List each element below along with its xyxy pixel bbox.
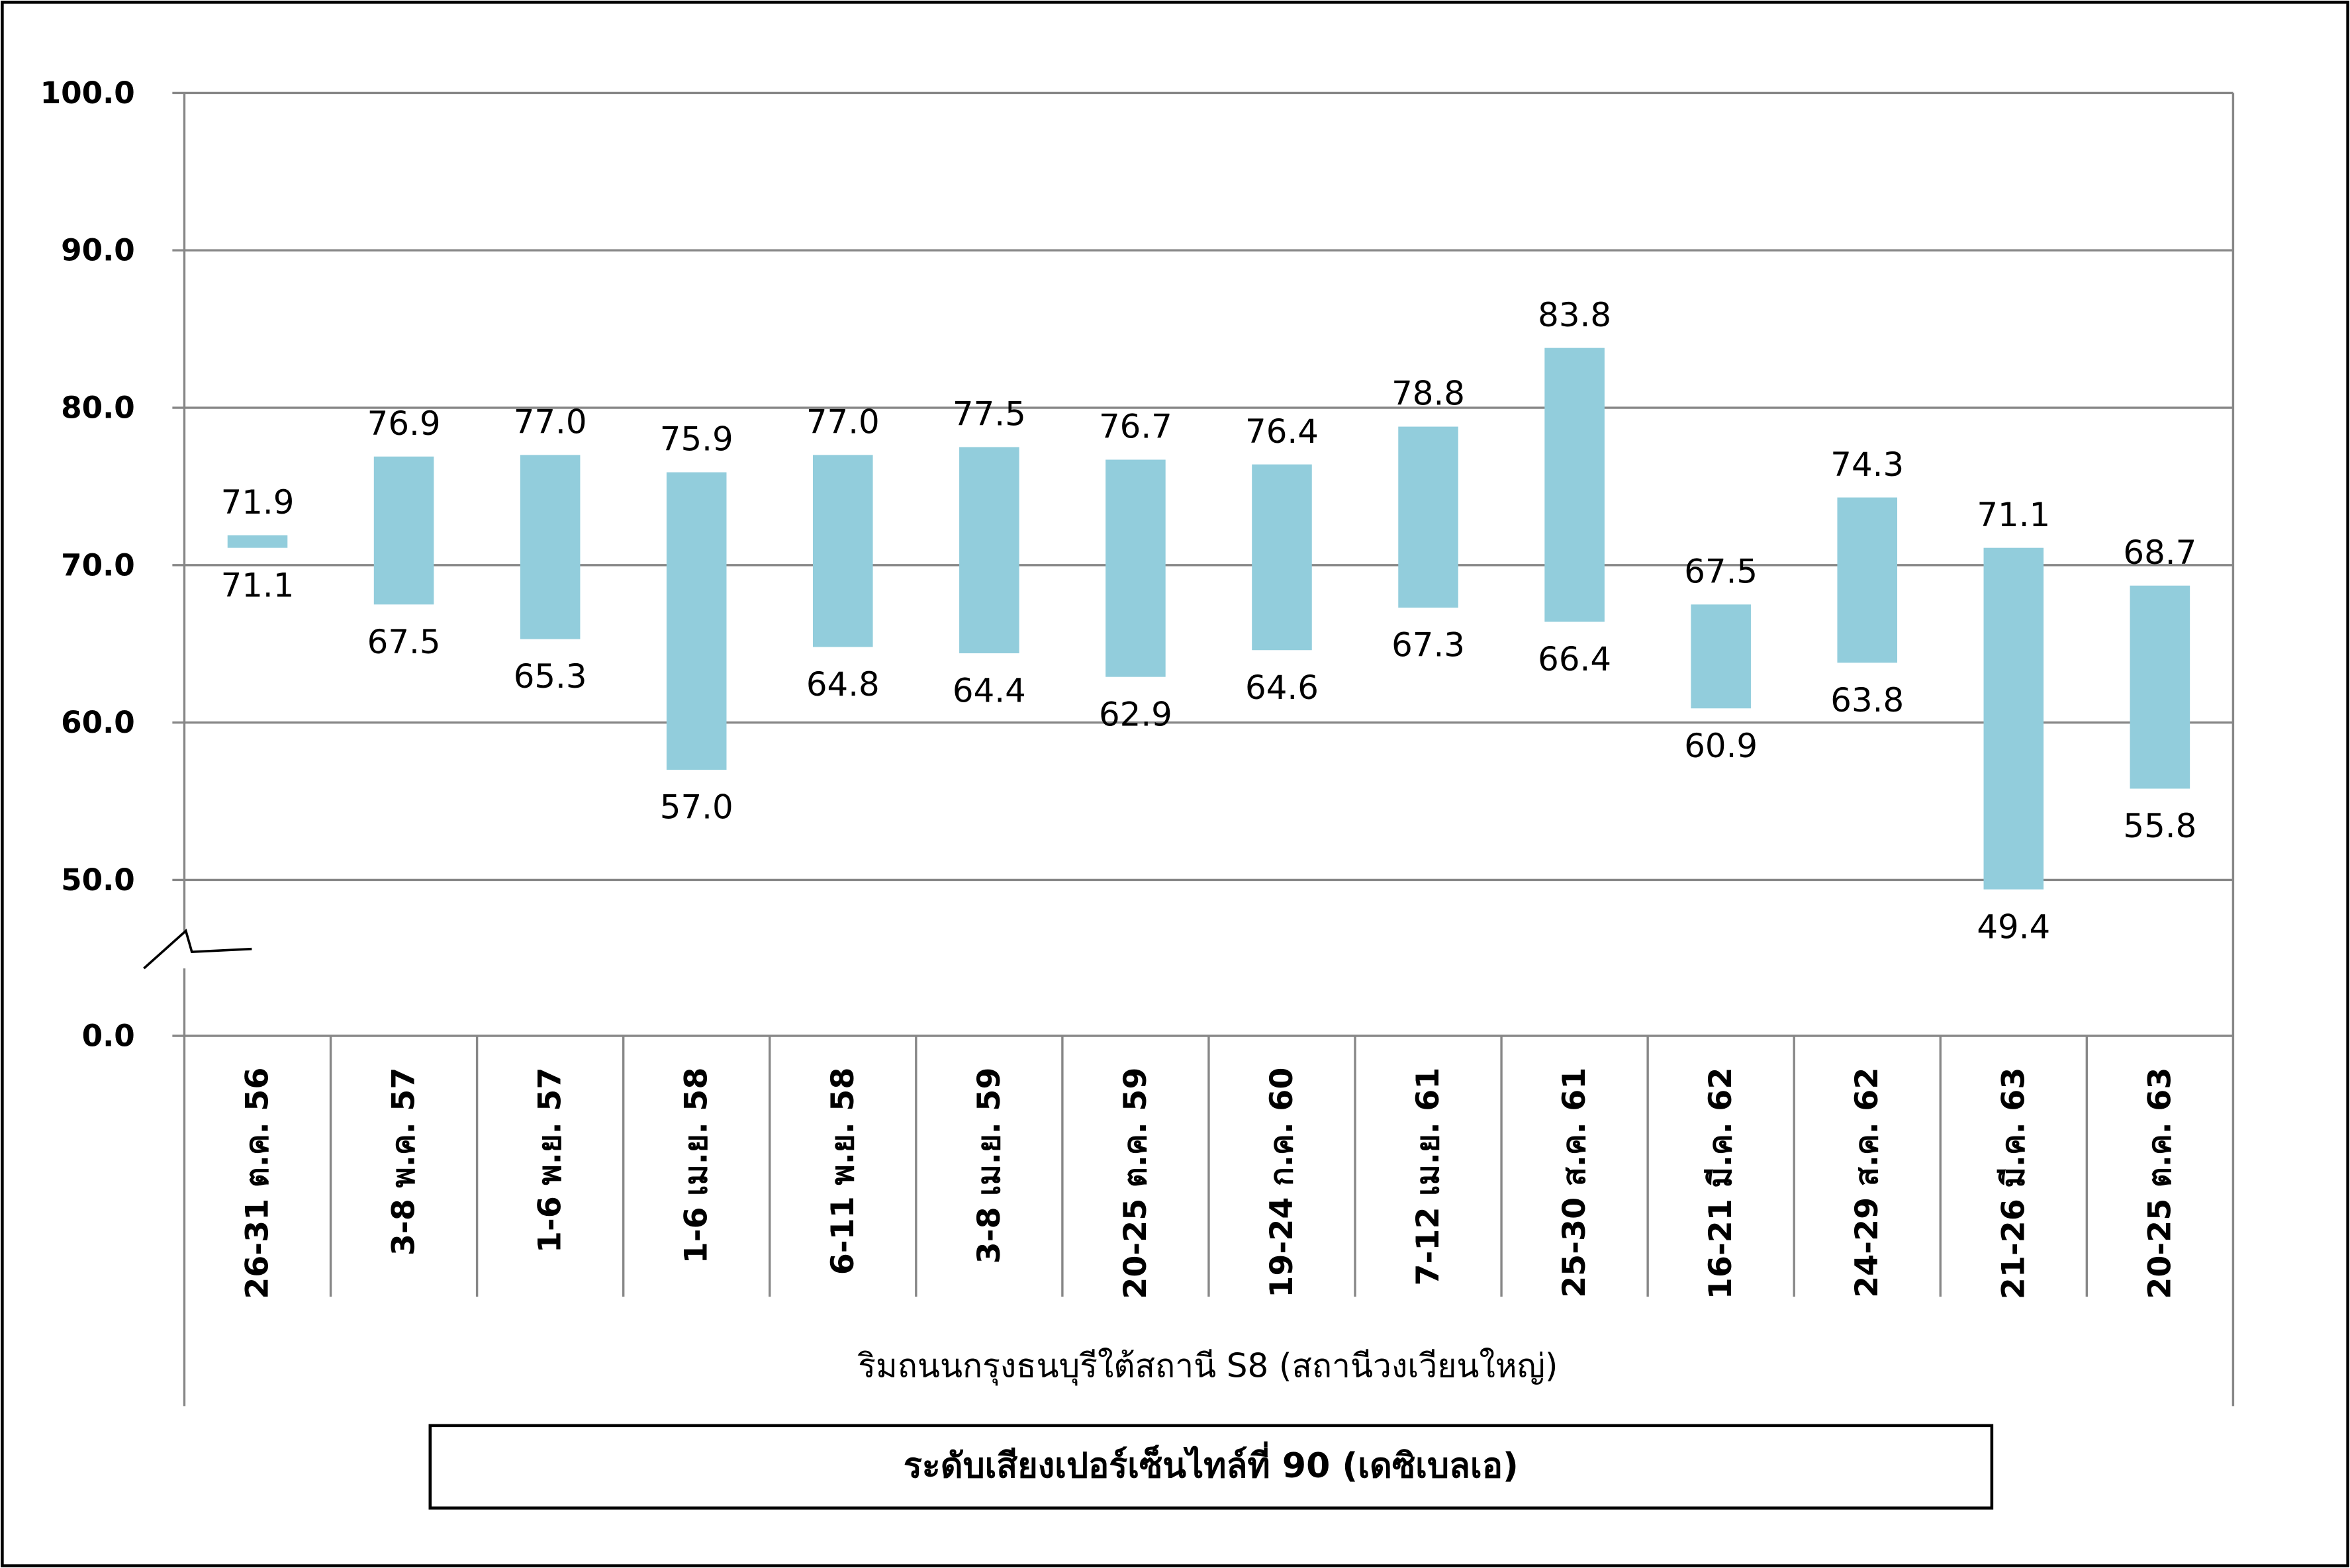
data-label-high: 76.4 — [1245, 412, 1319, 451]
range-bar — [520, 455, 581, 639]
range-bar — [959, 447, 1019, 654]
data-label-high: 67.5 — [1684, 552, 1758, 590]
category-label: 20-25 ต.ค. 63 — [2141, 1068, 2178, 1299]
legend-box — [428, 1424, 1994, 1510]
data-label-high: 83.8 — [1538, 296, 1611, 334]
category-label: 1-6 พ.ย. 57 — [532, 1068, 569, 1254]
data-label-high: 77.5 — [953, 395, 1026, 434]
y-tick-label: 60.0 — [61, 705, 135, 740]
range-bar — [1983, 547, 2044, 890]
data-label-low: 62.9 — [1099, 695, 1172, 733]
range-bar — [1398, 426, 1458, 608]
data-label-low: 60.9 — [1684, 727, 1758, 765]
range-bar — [812, 455, 873, 647]
y-tick-label: 90.0 — [61, 233, 135, 268]
category-label: 26-31 ต.ค. 56 — [240, 1068, 276, 1299]
category-label: 20-25 ต.ค. 59 — [1117, 1068, 1154, 1299]
data-label-high: 77.0 — [514, 403, 587, 441]
data-label-low: 66.4 — [1538, 640, 1611, 678]
data-label-low: 71.1 — [221, 566, 295, 604]
y-tick-label: 50.0 — [61, 862, 135, 898]
data-label-high: 77.0 — [806, 403, 880, 441]
y-tick-label: 70.0 — [61, 547, 135, 582]
range-bar — [1544, 347, 1605, 622]
category-label: 3-8 เม.ย. 59 — [971, 1068, 1008, 1264]
category-label: 16-21 มี.ค. 62 — [1703, 1068, 1739, 1300]
data-label-low: 49.4 — [1977, 907, 2050, 946]
labels: 100.0 90.0 80.0 70.0 60.0 50.0 0.0 71.9 71.1 26-3… — [40, 75, 2197, 1299]
data-label-low: 64.6 — [1245, 669, 1319, 707]
data-label-low: 64.8 — [806, 665, 880, 704]
category-label: 19-24 ก.ค. 60 — [1264, 1068, 1300, 1298]
range-bar — [1837, 497, 1898, 663]
data-label-low: 64.4 — [953, 672, 1026, 710]
range-bar — [1691, 604, 1751, 709]
category-label: 3-8 พ.ค. 57 — [386, 1068, 422, 1256]
y-tick-label: 100.0 — [40, 75, 135, 111]
range-bar — [373, 456, 434, 605]
data-label-high: 75.9 — [660, 420, 733, 459]
y-tick-label: 0.0 — [82, 1018, 135, 1053]
legend: ระดับเสียงเปอร์เซ็นไทล์ที่ 90 (เดซิเบลเอ… — [428, 1424, 1994, 1510]
category-label: 25-30 ส.ค. 61 — [1556, 1068, 1593, 1298]
category-label: 6-11 พ.ย. 58 — [825, 1068, 861, 1275]
gridlines — [172, 91, 2233, 1297]
data-label-high: 76.9 — [367, 404, 441, 443]
range-bar — [666, 472, 727, 770]
legend-text: ระดับเสียงเปอร์เซ็นไทล์ที่ 90 (เดซิเบลเอ… — [904, 1441, 1519, 1486]
axis-break-symbol — [143, 929, 252, 970]
data-label-low: 57.0 — [660, 788, 733, 827]
range-bar — [2130, 585, 2190, 789]
data-label-high: 68.7 — [2123, 533, 2196, 572]
data-label-low: 67.3 — [1391, 626, 1465, 665]
data-label-high: 76.7 — [1099, 408, 1172, 446]
y-tick-label: 80.0 — [61, 391, 135, 426]
range-bar — [1252, 464, 1312, 651]
category-group-label: ริมถนนกรุงธนบุรีใต้สถานี S8 (สถานีวงเวีย… — [857, 1346, 1558, 1385]
data-label-low: 65.3 — [514, 657, 587, 696]
range-bar — [227, 535, 288, 548]
data-label-low: 63.8 — [1830, 681, 1904, 719]
category-label: 24-29 ส.ค. 62 — [1849, 1068, 1885, 1298]
bars — [227, 347, 2190, 890]
data-label-high: 78.8 — [1391, 375, 1465, 413]
category-label: 1-6 เม.ย. 58 — [679, 1068, 715, 1264]
range-bar — [1105, 459, 1166, 677]
data-label-low: 55.8 — [2123, 807, 2196, 845]
data-label-high: 74.3 — [1830, 445, 1904, 484]
data-label-low: 67.5 — [367, 623, 441, 661]
category-label: 21-26 มี.ค. 63 — [1995, 1068, 2032, 1300]
category-label: 7-12 เม.ย. 61 — [1410, 1068, 1446, 1286]
data-label-high: 71.9 — [221, 483, 295, 522]
data-label-high: 71.1 — [1977, 496, 2050, 534]
